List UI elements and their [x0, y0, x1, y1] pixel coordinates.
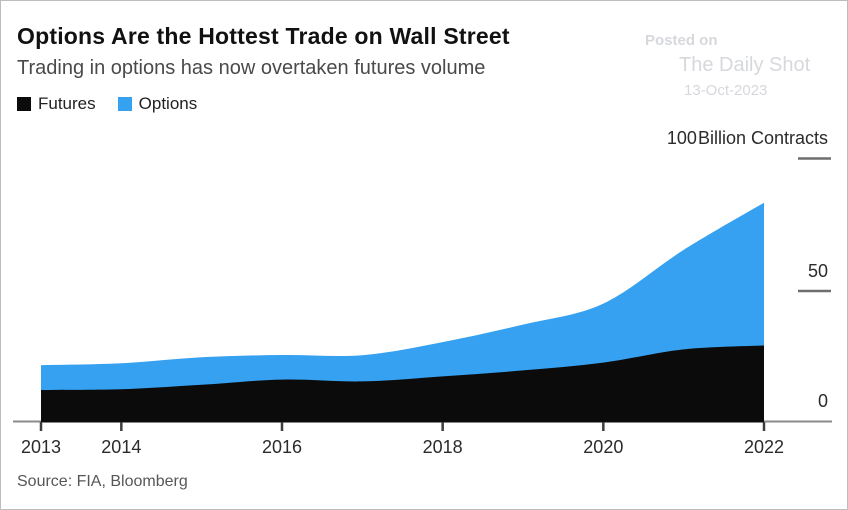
x-tick-2022: 2022	[743, 437, 784, 457]
chart-legend: Futures Options	[17, 94, 197, 114]
watermark-posted-on: Posted on	[645, 32, 718, 49]
watermark-daily-shot: The Daily Shot	[679, 54, 811, 76]
x-tick-2020: 2020	[583, 437, 624, 457]
y-tick-0: 0	[817, 391, 828, 411]
x-tick-2013: 2013	[20, 437, 62, 457]
x-tick-2016: 2016	[261, 437, 302, 457]
options-swatch-icon	[117, 97, 132, 111]
futures-swatch-icon	[17, 97, 31, 111]
y-axis-unit-label: Billion Contracts	[697, 128, 828, 148]
y-axis-top-label: 100 Billion Contracts	[667, 128, 828, 149]
legend-label-options: Options	[138, 94, 198, 113]
y-tick-50: 50	[807, 261, 828, 281]
page-title: Options Are the Hottest Trade on Wall St…	[17, 23, 510, 49]
x-tick-2014: 2014	[101, 437, 142, 457]
chart-subtitle: Trading in options has now overtaken fut…	[17, 57, 486, 79]
legend-item-futures: Futures	[17, 94, 96, 114]
legend-label-futures: Futures	[38, 94, 96, 113]
x-tick-2018: 2018	[422, 437, 463, 457]
options-area	[41, 202, 764, 423]
y-tick-100: 100	[666, 128, 697, 148]
source-note: Source: FIA, Bloomberg	[17, 473, 188, 490]
futures-area	[41, 345, 764, 423]
watermark-date: 13-Oct-2023	[684, 82, 768, 99]
legend-item-options: Options	[117, 94, 198, 114]
